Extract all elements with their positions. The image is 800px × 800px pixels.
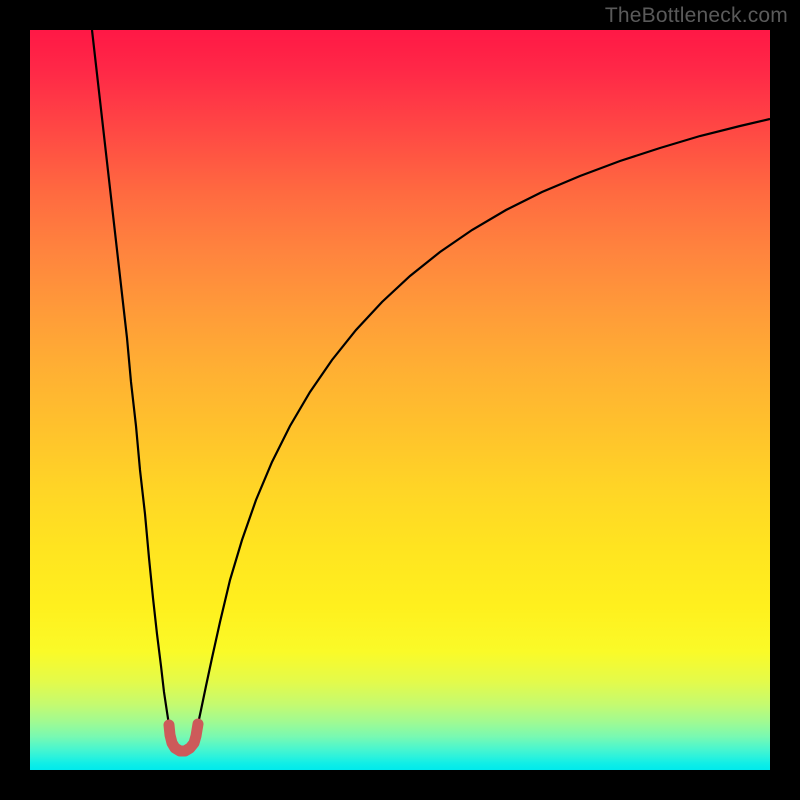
curve-left-branch (92, 30, 169, 725)
watermark-text: TheBottleneck.com (605, 4, 788, 28)
bottleneck-chart (30, 30, 770, 770)
curve-right-branch (198, 119, 770, 724)
dip-marker (169, 724, 198, 751)
chart-curve-layer (30, 30, 770, 770)
